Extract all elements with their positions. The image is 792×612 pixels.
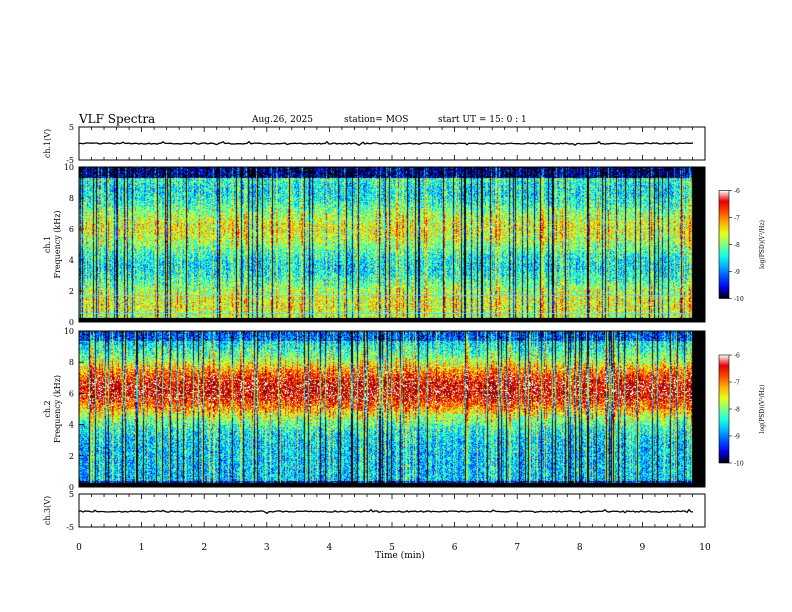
y-tick-label: -5 <box>66 523 74 532</box>
colorbar-tick-label: -6 <box>734 353 740 360</box>
spectrogram-heatmap <box>79 331 705 487</box>
y-tick-label: 6 <box>69 225 74 234</box>
x-tick-label: 3 <box>264 543 270 553</box>
y-tick-label: -5 <box>66 156 74 165</box>
x-tick-label: 1 <box>139 543 145 553</box>
colorbar <box>718 190 730 299</box>
colorbar-tick-label: -7 <box>734 380 740 387</box>
y-tick-label: 10 <box>64 163 74 172</box>
y-tick-label: 4 <box>69 256 74 265</box>
channel-label: ch.2 <box>43 400 52 417</box>
colorbar-tick-label: -10 <box>734 461 744 468</box>
colorbar-tick-label: -9 <box>734 269 740 276</box>
y-tick-label: 2 <box>69 452 74 461</box>
y-tick-label: 0 <box>69 483 74 492</box>
waveform-trace <box>78 140 694 147</box>
y-tick-label: 8 <box>69 358 74 367</box>
x-tick-label: 6 <box>452 543 458 553</box>
x-tick-label: 8 <box>577 543 583 553</box>
y-tick-label: 2 <box>69 287 74 296</box>
x-tick-label: 10 <box>699 543 711 553</box>
colorbar-tick-label: -8 <box>734 407 740 414</box>
spectrogram-heatmap <box>79 167 705 322</box>
y-tick-label: 4 <box>69 421 74 430</box>
date-label: Aug.26, 2025 <box>252 115 313 125</box>
y-axis-label: ch.1(V) <box>43 129 52 158</box>
waveform-trace <box>78 508 694 515</box>
x-tick-label: 7 <box>514 543 520 553</box>
start-time-label: start UT = 15: 0 : 1 <box>438 115 527 125</box>
x-tick-label: 0 <box>76 543 82 553</box>
y-axis-label: Frequency (kHz) <box>53 210 62 278</box>
y-tick-label: 5 <box>69 123 74 132</box>
x-tick-label: 5 <box>389 543 395 553</box>
y-tick-label: 10 <box>64 327 74 336</box>
channel-label: ch.1 <box>43 236 52 253</box>
colorbar-tick-label: -9 <box>734 434 740 441</box>
x-tick-label: 4 <box>327 543 333 553</box>
colorbar-label: log(PSD)(V²/Hz) <box>759 220 766 269</box>
y-axis-label: ch.3(V) <box>43 496 52 525</box>
y-tick-label: 8 <box>69 194 74 203</box>
colorbar <box>718 354 730 464</box>
colorbar-tick-label: -8 <box>734 242 740 249</box>
y-tick-label: 5 <box>69 490 74 499</box>
y-tick-label: 6 <box>69 389 74 398</box>
colorbar-label: log(PSD)(V²/Hz) <box>759 385 766 434</box>
chart-title: VLF Spectra <box>79 112 156 126</box>
colorbar-tick-label: -10 <box>734 296 744 303</box>
y-tick-label: 0 <box>69 318 74 327</box>
x-tick-label: 9 <box>640 543 646 553</box>
colorbar-tick-label: -6 <box>734 188 740 195</box>
station-label: station= MOS <box>344 115 409 125</box>
x-tick-label: 2 <box>201 543 207 553</box>
x-axis-label: Time (min) <box>375 550 425 561</box>
colorbar-tick-label: -7 <box>734 215 740 222</box>
y-axis-label: Frequency (kHz) <box>53 375 62 443</box>
